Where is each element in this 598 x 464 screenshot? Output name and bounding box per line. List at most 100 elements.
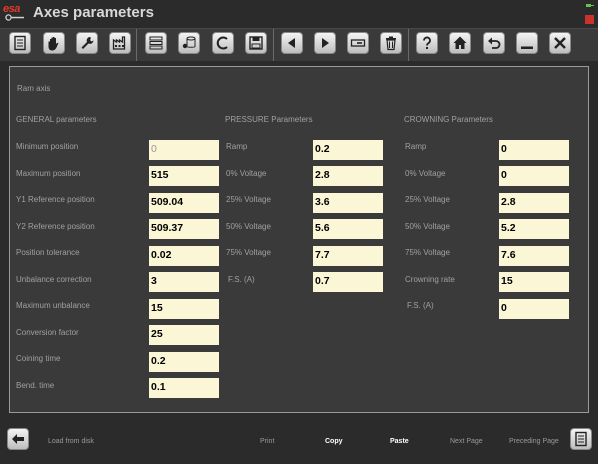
minimum-position-field[interactable]: 0	[149, 140, 219, 160]
trash-icon	[386, 36, 396, 51]
unbalance-correction-field[interactable]: 3	[149, 272, 219, 292]
save-button[interactable]	[245, 32, 267, 54]
network-icon	[586, 4, 594, 7]
toolbar-separator	[136, 29, 137, 61]
home-button[interactable]	[449, 32, 471, 54]
bend-time-field[interactable]: 0.1	[149, 378, 219, 398]
alert-icon[interactable]	[585, 15, 594, 24]
help-button[interactable]	[416, 32, 438, 54]
pressure-75-voltage-field[interactable]: 7.7	[313, 246, 383, 266]
pressure-header: PRESSURE Parameters	[225, 115, 313, 124]
pressure-25-voltage-field[interactable]: 3.6	[313, 193, 383, 213]
coining-time-field[interactable]: 0.2	[149, 352, 219, 372]
load-from-disk-label[interactable]: Load from disk	[48, 438, 94, 445]
crowning-50-voltage-field[interactable]: 5.2	[499, 219, 569, 239]
undo-icon	[488, 37, 501, 49]
minimize-button[interactable]	[516, 32, 538, 54]
conversion-factor-field[interactable]: 25	[149, 325, 219, 345]
position-tolerance-label: Position tolerance	[16, 248, 80, 257]
pressure-0-voltage-label: 0% Voltage	[226, 169, 267, 178]
y2-reference-position-field[interactable]: 509.37	[149, 219, 219, 239]
crowning-rate-field[interactable]: 15	[499, 272, 569, 292]
close-icon	[554, 37, 566, 49]
document-icon	[14, 35, 26, 51]
factory-icon	[112, 36, 126, 50]
toolbar-separator	[408, 29, 409, 61]
crowning-ramp-field[interactable]: 0	[499, 140, 569, 160]
preceding-page-button[interactable]: Preceding Page	[509, 438, 559, 445]
arrow-left-icon	[288, 38, 295, 48]
conversion-factor-label: Conversion factor	[16, 328, 79, 337]
crowning-50-voltage-label: 50% Voltage	[405, 222, 450, 231]
trash-button[interactable]	[380, 32, 402, 54]
document-button[interactable]	[9, 32, 31, 54]
save-icon	[249, 36, 263, 50]
crowning-ramp-label: Ramp	[405, 142, 427, 151]
home-icon	[453, 36, 467, 49]
bottom-bar: Load from disk Print Copy Paste Next Pag…	[0, 420, 598, 464]
page-title: Axes parameters	[33, 4, 154, 21]
arrow-left-icon	[12, 434, 24, 444]
status-indicators	[580, 2, 594, 26]
database-icon	[182, 36, 196, 49]
crowning-0-voltage-label: 0% Voltage	[405, 169, 446, 178]
machine-button[interactable]	[109, 32, 131, 54]
title-bar: esa Axes parameters	[0, 0, 598, 27]
unbalance-correction-label: Unbalance correction	[16, 275, 92, 284]
wrench-icon	[81, 37, 94, 49]
y2-reference-position-label: Y2 Reference position	[16, 222, 95, 231]
pressure-ramp-field[interactable]: 0.2	[313, 140, 383, 160]
previous-button[interactable]	[281, 32, 303, 54]
y1-reference-position-field[interactable]: 509.04	[149, 193, 219, 213]
maximum-position-field[interactable]: 515	[149, 166, 219, 186]
pressure-fs-label: F.S. (A)	[228, 275, 255, 284]
crowning-0-voltage-field[interactable]: 0	[499, 166, 569, 186]
load-from-disk-button[interactable]	[7, 428, 29, 450]
key-icon	[5, 14, 24, 21]
paste-button[interactable]: Paste	[390, 438, 409, 445]
pressure-50-voltage-field[interactable]: 5.6	[313, 219, 383, 239]
crowning-75-voltage-label: 75% Voltage	[405, 248, 450, 257]
page-list-button[interactable]	[570, 428, 592, 450]
logo-text: esa	[3, 3, 20, 15]
crowning-25-voltage-field[interactable]: 2.8	[499, 193, 569, 213]
hand-icon	[48, 37, 59, 51]
next-page-button[interactable]: Next Page	[450, 438, 483, 445]
manual-button[interactable]	[43, 32, 65, 54]
pressure-fs-field[interactable]: 0.7	[313, 272, 383, 292]
maximum-unbalance-label: Maximum unbalance	[16, 301, 90, 310]
esa-logo: esa	[3, 3, 27, 23]
pressure-0-voltage-field[interactable]: 2.8	[313, 166, 383, 186]
stack-button[interactable]	[145, 32, 167, 54]
crowning-header: CROWNING Parameters	[404, 115, 493, 124]
tools-button[interactable]	[76, 32, 98, 54]
document-icon	[575, 431, 587, 447]
pressure-ramp-label: Ramp	[226, 142, 248, 151]
pressure-50-voltage-label: 50% Voltage	[226, 222, 271, 231]
minimize-icon	[521, 46, 533, 49]
close-button[interactable]	[549, 32, 571, 54]
axes-parameters-panel: Ram axis GENERAL parameters Minimum posi…	[9, 66, 589, 413]
position-tolerance-field[interactable]: 0.02	[149, 246, 219, 266]
c-icon	[216, 36, 228, 50]
copy-button[interactable]: Copy	[325, 438, 343, 445]
maximum-unbalance-field[interactable]: 15	[149, 299, 219, 319]
crowning-25-voltage-label: 25% Voltage	[405, 195, 450, 204]
general-header: GENERAL parameters	[16, 115, 97, 124]
database-button[interactable]	[178, 32, 200, 54]
c-button[interactable]	[212, 32, 234, 54]
y1-reference-position-label: Y1 Reference position	[16, 195, 95, 204]
delete-field-button[interactable]	[347, 32, 369, 54]
stack-icon	[149, 36, 163, 50]
bend-time-label: Bend. time	[16, 381, 55, 390]
crowning-fs-label: F.S. (A)	[407, 301, 434, 310]
minimum-position-label: Minimum position	[16, 142, 79, 151]
print-button[interactable]: Print	[260, 438, 275, 445]
coining-time-label: Coining time	[16, 354, 61, 363]
next-button[interactable]	[314, 32, 336, 54]
arrow-right-icon	[322, 38, 329, 48]
undo-button[interactable]	[483, 32, 505, 54]
crowning-rate-label: Crowning rate	[405, 275, 455, 284]
crowning-fs-field[interactable]: 0	[499, 299, 569, 319]
crowning-75-voltage-field[interactable]: 7.6	[499, 246, 569, 266]
